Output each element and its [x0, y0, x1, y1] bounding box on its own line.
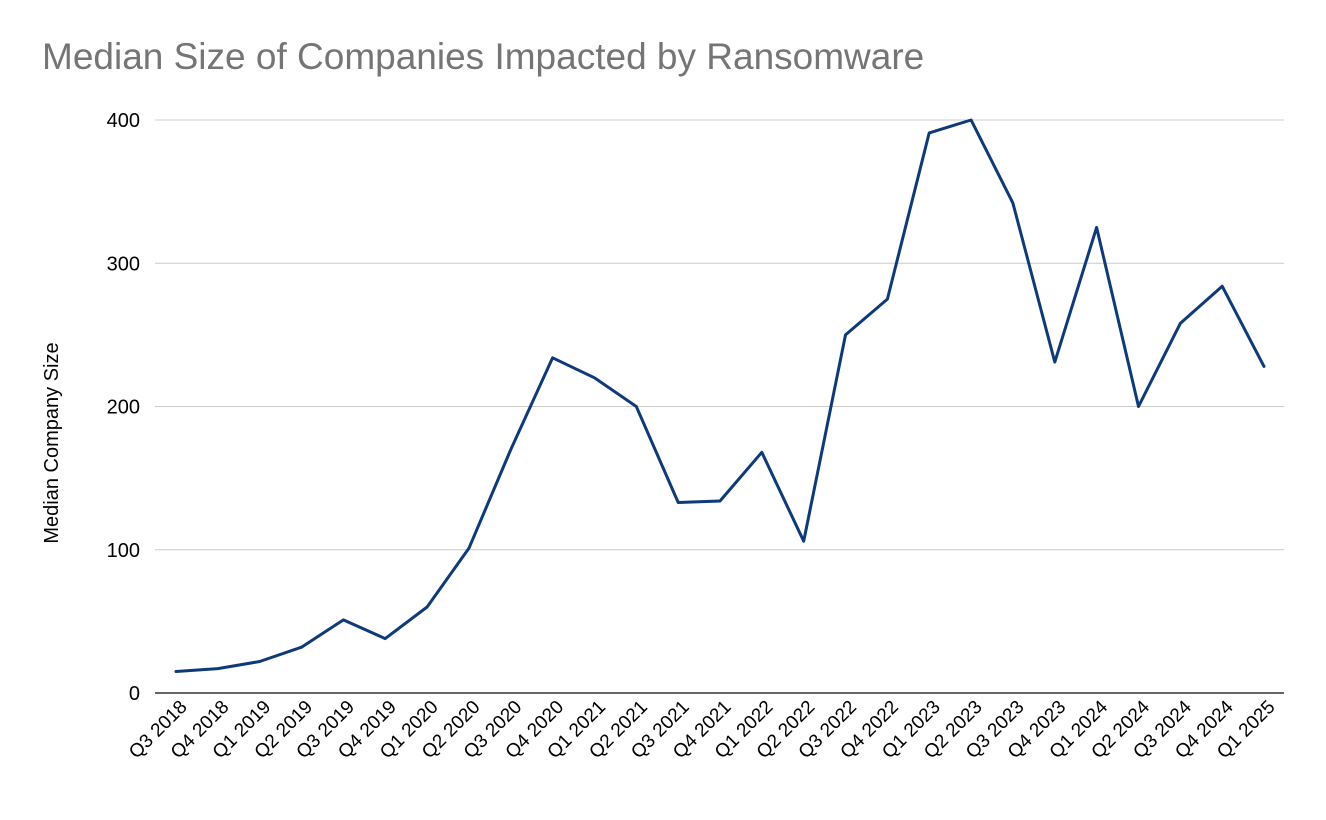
- data-point: [592, 375, 597, 380]
- y-tick-label: 200: [107, 397, 140, 419]
- data-point: [843, 332, 848, 337]
- data-point: [676, 500, 681, 505]
- series-line: [174, 118, 1266, 673]
- data-point: [299, 645, 304, 650]
- data-point: [466, 546, 471, 551]
- data-point: [885, 297, 890, 302]
- data-point: [508, 447, 513, 452]
- data-point: [1178, 321, 1183, 326]
- gridlines: [155, 119, 1284, 694]
- data-point: [969, 118, 974, 123]
- data-point: [1010, 201, 1015, 206]
- data-point: [927, 130, 932, 135]
- data-point: [634, 404, 639, 409]
- y-tick-label: 0: [129, 683, 140, 705]
- data-point: [257, 659, 262, 664]
- y-tick-label: 100: [107, 540, 140, 562]
- data-point: [341, 617, 346, 622]
- data-point: [759, 450, 764, 455]
- chart-title: Median Size of Companies Impacted by Ran…: [42, 36, 925, 77]
- y-axis-tick-labels: 0 100 200 300 400: [107, 110, 140, 705]
- data-point: [1052, 360, 1057, 365]
- data-point: [1262, 364, 1267, 369]
- data-point: [718, 499, 723, 504]
- data-point: [425, 605, 430, 610]
- data-point: [383, 636, 388, 641]
- y-tick-label: 300: [107, 253, 140, 275]
- data-point: [1136, 404, 1141, 409]
- y-tick-label: 400: [107, 110, 140, 132]
- data-point: [801, 539, 806, 544]
- data-point: [1094, 225, 1099, 230]
- y-axis-label: Median Company Size: [41, 342, 63, 543]
- data-point: [174, 669, 179, 674]
- data-point: [1220, 284, 1225, 289]
- data-point: [550, 355, 555, 360]
- series-layer: [174, 118, 1267, 674]
- data-point: [215, 666, 220, 671]
